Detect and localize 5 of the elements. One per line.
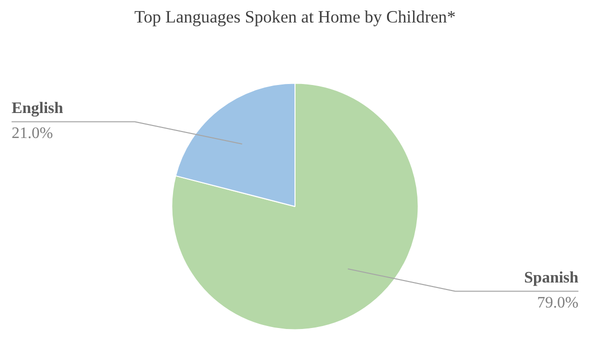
data-label: 21.0% [12,125,53,142]
slice-label: Spanish [524,270,579,287]
slice-label: English [12,100,64,118]
chart-title: Top Languages Spoken at Home by Children* [134,8,456,26]
data-label: 79.0% [537,294,578,312]
